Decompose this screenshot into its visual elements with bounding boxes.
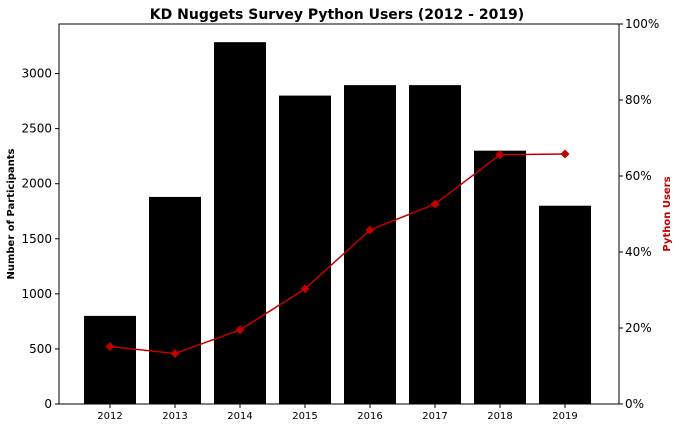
python-users-point-2017 [430, 199, 440, 209]
y-tick-label: 2000 [21, 177, 52, 191]
python-users-point-2014 [235, 325, 245, 335]
python-users-point-2015 [300, 284, 310, 294]
python-users-point-2013 [170, 348, 180, 358]
y2-tick-label: 20% [625, 321, 652, 335]
y2-tick-label: 0% [625, 397, 644, 411]
y2-axis-label: Python Users [662, 176, 673, 251]
x-tick-label: 2014 [227, 411, 252, 422]
python-users-point-2012 [105, 342, 115, 352]
y-tick-label: 500 [29, 342, 52, 356]
bar-2016 [344, 85, 396, 404]
y-axis-label: Number of Participants [6, 148, 17, 279]
bar-2012 [84, 315, 136, 404]
bar-2015 [279, 95, 331, 404]
x-tick-label: 2017 [422, 411, 447, 422]
ticks-layer: 0 500 1000 1500 2000 2500 3000 0% 20% 40% 60% 80% 10… [21, 17, 659, 422]
y2-tick-label: 100% [625, 17, 659, 31]
python-users-point-2018 [495, 150, 505, 160]
x-tick-label: 2016 [357, 411, 382, 422]
bar-2019 [539, 205, 591, 404]
x-tick-label: 2013 [162, 411, 187, 422]
y2-tick-label: 60% [625, 169, 652, 183]
x-tick-label: 2018 [487, 411, 512, 422]
bar-2018 [474, 150, 526, 404]
chart-title: KD Nuggets Survey Python Users (2012 - 2… [150, 7, 524, 23]
y2-tick-label: 40% [625, 245, 652, 259]
bar-2014 [214, 42, 266, 404]
y2-tick-label: 80% [625, 93, 652, 107]
x-tick-label: 2015 [292, 411, 317, 422]
python-users-point-2019 [560, 149, 570, 159]
y-tick-label: 1500 [21, 232, 52, 246]
y-tick-label: 1000 [21, 287, 52, 301]
python-users-line [109, 153, 566, 355]
axes-layer [58, 23, 620, 405]
bars-layer [84, 42, 591, 404]
y-tick-label: 2500 [21, 122, 52, 136]
bar-2017 [409, 85, 461, 404]
python-users-point-2016 [365, 225, 375, 235]
python-users-line-layer [105, 149, 570, 358]
bar-2013 [149, 196, 201, 404]
x-tick-label: 2012 [97, 411, 122, 422]
x-tick-label: 2019 [552, 411, 577, 422]
plot-frame [58, 23, 620, 405]
y-tick-label: 0 [44, 397, 52, 411]
y-tick-label: 3000 [21, 67, 52, 81]
